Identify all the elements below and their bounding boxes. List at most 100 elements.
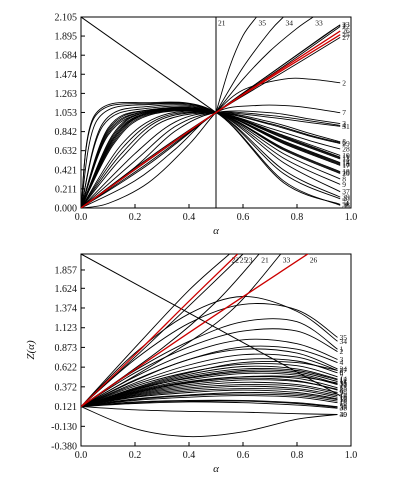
panel-1-ytick-label: 0.632 bbox=[55, 146, 78, 157]
panel-1-series-label-7: 7 bbox=[342, 108, 346, 117]
panel-1-extra-label: 4 bbox=[345, 199, 349, 208]
panel-1-xtick-label: 0.6 bbox=[237, 212, 250, 223]
panel-2-series-label-24: 24 bbox=[340, 364, 348, 373]
panel-1-series-label-29: 29 bbox=[342, 139, 350, 148]
panel-2-series-label-33: 33 bbox=[283, 256, 291, 265]
panel-1-ytick-label: 1.895 bbox=[55, 32, 78, 43]
panel-2-series-31 bbox=[81, 375, 338, 408]
panel-2-series-35 bbox=[81, 303, 338, 407]
panel-1-series-36 bbox=[81, 102, 341, 208]
panel-2-series-label-10: 10 bbox=[340, 380, 348, 389]
panel-1-ytick-label: 0.211 bbox=[55, 184, 77, 195]
panel-2-series-label-1: 1 bbox=[340, 345, 344, 354]
panel-1-series-label-36: 36 bbox=[342, 201, 350, 210]
panel-1-xtick-label: 0.0 bbox=[75, 212, 88, 223]
panel-1-ytick-label: 1.474 bbox=[55, 70, 78, 81]
panel-2-ytick-label: -0.380 bbox=[51, 442, 77, 453]
panel-2-series-label-9: 9 bbox=[340, 388, 344, 397]
panel-2-xtick-label: 0.4 bbox=[183, 450, 196, 461]
panel-1-series-label-38: 38 bbox=[342, 200, 350, 209]
panel-1-series-label-40: 40 bbox=[342, 194, 350, 203]
panel-2-series-18 bbox=[81, 395, 338, 408]
panel-1-series-33 bbox=[215, 17, 314, 113]
panel-1-series-18 bbox=[81, 107, 341, 208]
panel-1-series-label-1: 1 bbox=[342, 21, 346, 30]
panel-2-series-22 bbox=[81, 254, 230, 407]
panel-2-series-label-22: 22 bbox=[232, 256, 240, 265]
panel-1-xtick-label: 0.8 bbox=[291, 212, 304, 223]
panel-2-series-label-6: 6 bbox=[340, 368, 344, 377]
panel-2-series-label-35: 35 bbox=[340, 333, 348, 342]
panel-1-series-label-39: 39 bbox=[342, 193, 350, 202]
panel-1-series-26 bbox=[81, 30, 341, 208]
panel-2-series-label-4: 4 bbox=[340, 358, 344, 367]
panel-1-series-40 bbox=[81, 103, 341, 208]
panel-2-series-label-8: 8 bbox=[340, 386, 344, 395]
panel-2-series-label-15: 15 bbox=[340, 391, 348, 400]
panel-2-series-label-40: 40 bbox=[340, 410, 348, 419]
panel-2-series-label-3: 3 bbox=[340, 355, 344, 364]
panel-2-x-axis-title: α bbox=[213, 463, 219, 475]
panel-1-series-label-27: 27 bbox=[342, 33, 350, 42]
panel-2-series-label-28: 28 bbox=[340, 385, 348, 394]
panel-1-series-label-10: 10 bbox=[342, 151, 350, 160]
panel-1-xtick-label: 0.2 bbox=[129, 212, 142, 223]
panel-2-ytick-label: -0.130 bbox=[51, 422, 77, 433]
panel-1-series-label-14: 14 bbox=[342, 158, 350, 167]
panel-2-series-label-37: 37 bbox=[340, 403, 348, 412]
panel-1-series-label-35: 35 bbox=[259, 19, 267, 28]
panel-2-series-15 bbox=[81, 385, 338, 408]
panel-2-series-16 bbox=[81, 388, 338, 408]
panel-2-series-5 bbox=[81, 353, 338, 408]
panel-2-series-37 bbox=[81, 400, 338, 408]
panel-2-series-17 bbox=[81, 389, 338, 408]
panel-1-ytick-label: 1.053 bbox=[55, 108, 78, 119]
panel-2-series-label-13: 13 bbox=[340, 383, 348, 392]
panel-1-ytick-label: 1.263 bbox=[55, 89, 78, 100]
panel-2-frame bbox=[80, 253, 352, 447]
panel-2-series-11 bbox=[81, 369, 338, 408]
panel-2-series-9 bbox=[81, 381, 338, 408]
panel-2-series-label-38: 38 bbox=[340, 404, 348, 413]
panel-1-series-label-31: 31 bbox=[342, 122, 350, 131]
panel-1-series-label-17: 17 bbox=[342, 161, 350, 170]
panel-2-series-label-19: 19 bbox=[340, 395, 348, 404]
panel-2-series-label-36: 36 bbox=[340, 402, 348, 411]
panel-2: 0.0 0.2 0.4 0.6 0.8 1.0 -0.380 -0.130 0.121 0.372… bbox=[25, 253, 357, 475]
panel-2-series-2 bbox=[81, 328, 338, 407]
panel-1-plot-area bbox=[81, 17, 341, 208]
panel-1-xtick-label: 0.4 bbox=[183, 212, 196, 223]
panel-1-series-label-15: 15 bbox=[342, 159, 350, 168]
panel-2-xtick-label: 0.6 bbox=[237, 450, 250, 461]
panel-2-series-label-23: 23 bbox=[245, 256, 253, 265]
panel-2-series-20 bbox=[81, 393, 338, 408]
panel-1-series-label-5: 5 bbox=[342, 137, 346, 146]
panel-2-series-14 bbox=[81, 365, 338, 408]
panel-1-series-35 bbox=[215, 17, 257, 113]
panel-1-series-label-3: 3 bbox=[342, 119, 346, 128]
panel-1-series-label-13: 13 bbox=[342, 155, 350, 164]
panel-2-xtick-label: 0.8 bbox=[291, 450, 304, 461]
panel-2-series-label-31: 31 bbox=[340, 379, 348, 388]
panel-1-series-label-20: 20 bbox=[342, 169, 350, 178]
panel-2-series-6 bbox=[81, 358, 338, 408]
panel-1-series-label-6: 6 bbox=[342, 138, 346, 147]
panel-1-ytick-label: 0.842 bbox=[55, 127, 78, 138]
panel-1-series-label-4: 4 bbox=[342, 121, 346, 130]
panel-2-series-19 bbox=[81, 392, 338, 408]
panel-1-series-39 bbox=[81, 104, 341, 208]
panel-2-series-13 bbox=[81, 376, 338, 408]
panel-1-series-label-25: 25 bbox=[342, 30, 350, 39]
panel-2-series-label-17: 17 bbox=[340, 394, 348, 403]
panel-2-series-label-18: 18 bbox=[340, 398, 348, 407]
panel-1-reference-line bbox=[81, 17, 217, 113]
panel-1-x-axis-title: α bbox=[213, 225, 219, 237]
panel-1-series-label-12: 12 bbox=[342, 154, 350, 163]
panel-1-series-9 bbox=[81, 106, 341, 208]
panel-1-series-label-16: 16 bbox=[342, 160, 350, 169]
panel-1-ytick-label: 2.105 bbox=[55, 13, 78, 24]
panel-2-series-25 bbox=[81, 254, 239, 408]
